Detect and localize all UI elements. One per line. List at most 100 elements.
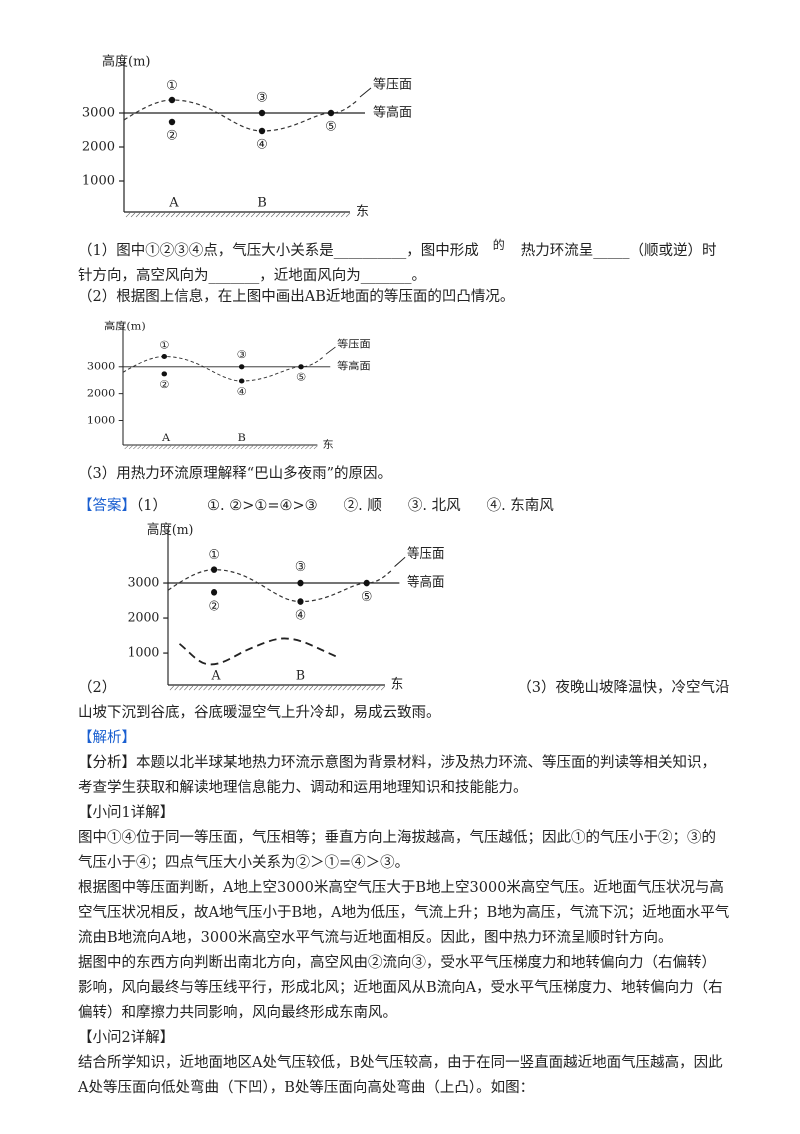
point [258,127,266,135]
line [305,212,311,218]
line [310,212,316,218]
line [193,685,198,691]
line [154,445,159,450]
point [168,118,176,126]
line [241,685,246,691]
text: （1） [136,498,167,514]
line [217,685,222,691]
line [145,212,151,218]
y-tick-label: 1000 [87,414,116,426]
subtitle: 【小问2详解】 [78,1030,175,1046]
answer-tag: 【答案】 [78,498,136,514]
answer-item: ③. 北风 [407,498,461,514]
line [128,445,133,450]
point [327,109,335,117]
line [227,685,232,691]
line [305,445,309,450]
label: 等高面 [373,105,412,121]
line [205,212,211,218]
y-tick-label: 2000 [82,140,115,155]
analysis-tag: 【解析】 [78,730,136,746]
point-label: ② [159,378,169,390]
line [361,685,366,691]
line [225,212,231,218]
line [232,685,237,691]
line [185,212,191,218]
line [140,212,146,218]
line [246,685,251,691]
line [366,685,371,691]
point [161,353,168,360]
y-tick-label: 2000 [87,387,116,399]
line [283,445,288,450]
paragraph: 图中①④位于同一等压面，气压相等；垂直方向上海拔越高，气压越低；因此①的气压小于… [78,830,716,871]
line [175,212,181,218]
line [262,445,266,450]
line [325,346,336,355]
line [345,212,351,218]
question-2: （2）根据图上信息，在上图中画出AB近地面的等压面的凹凸情况。 [78,289,515,305]
line [236,685,242,691]
line [275,212,281,218]
answer-item: ②. 顺 [343,498,382,514]
axis-label: 高度(m) [104,320,146,332]
line [206,445,211,450]
point-label: ③ [237,348,247,360]
paragraph: 【分析】本题以北半球某地热力环流示意图为背景材料，涉及热力环流、等压面的判读等相… [78,755,716,796]
line [171,445,176,450]
line [150,212,156,218]
line [255,212,261,218]
y-tick-label: 2000 [128,610,160,626]
line [275,445,279,450]
label: 等压面 [337,338,371,350]
line [130,212,136,218]
line [236,445,241,450]
answer-2-3: （2） （3）夜晚山坡降温快，冷空气沿山坡下沉到谷底，谷底暖湿空气上升冷却，易成云… [78,676,730,726]
line [219,445,223,450]
line [265,212,271,218]
label: 等压面 [373,77,412,93]
axis-label: 高度(m) [102,54,150,70]
paragraph: 结合所学知识，近地面地区A处气压较低，B处气压较高，由于在同一竖直面越近地面气压… [78,1055,723,1096]
line [170,212,176,218]
point-label: ⑤ [325,120,337,135]
line [214,445,219,450]
point-label: ④ [237,385,247,397]
line [251,685,256,691]
line [313,685,318,691]
line [155,212,161,218]
place-label: A [168,196,179,211]
line [133,445,137,450]
line [285,212,291,218]
answer-item: ④. 东南风 [486,498,554,514]
line [203,685,208,691]
axis-label: 高度(m) [147,522,194,539]
line [270,212,276,218]
text: （3）夜晚山坡降温快，冷空气沿山坡下沉到谷底，谷底暖湿空气上升冷却，易成云致雨。 [78,680,730,721]
y-tick-label: 3000 [82,106,115,121]
text: 热力环流呈_____（顺或逆）时针方向，高空风向为_______，近地面风向为_… [78,242,717,284]
line [287,445,292,450]
isobaric-surface [122,356,325,382]
line [165,212,171,218]
direction-label: 东 [356,205,369,220]
y-tick-label: 3000 [128,575,160,591]
place-label: B [257,196,267,211]
line [284,685,290,691]
line [309,445,314,450]
line [300,445,305,450]
line [320,212,326,218]
line [275,685,280,691]
line [150,445,155,450]
point-label: ③ [295,560,306,576]
line [295,212,301,218]
line [124,445,129,450]
subtitle: 【小问1详解】 [78,805,175,821]
line [230,212,236,218]
line [141,445,146,450]
line [215,212,221,218]
line [308,685,314,691]
line [325,212,331,218]
point-label: ③ [256,91,268,106]
